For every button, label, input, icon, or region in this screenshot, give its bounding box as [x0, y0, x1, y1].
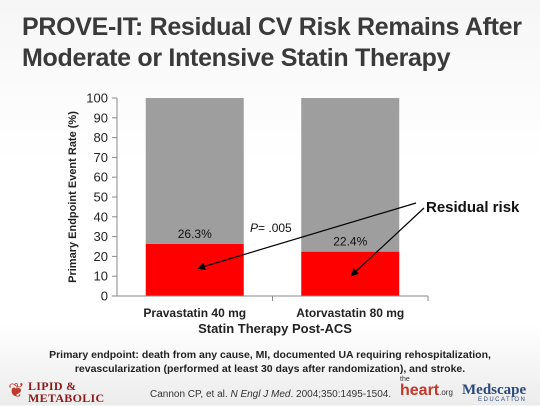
y-tick-label: 20: [94, 249, 108, 264]
flame-icon: ❦: [8, 380, 25, 402]
x-tick-label: Atorvastatin 80 mg: [296, 306, 404, 320]
y-tick-label: 100: [86, 91, 108, 106]
logo-medscape-main: Medscape: [462, 382, 527, 398]
citation-rest: . 2004;350:1495-1504.: [290, 389, 392, 400]
medscape-logo: Medscape EDUCATION: [462, 382, 527, 403]
logo-heart-prefix: the: [400, 376, 410, 383]
caption-line-1: Primary endpoint: death from any cause, …: [49, 349, 491, 361]
citation-authors: Cannon CP, et al.: [150, 389, 231, 400]
logo-heart-main: heart: [400, 382, 440, 399]
logo-medscape-sub: EDUCATION: [478, 397, 527, 403]
logo-heart-suffix: .org: [439, 388, 453, 397]
logo-lipid-line-2: METABOLIC: [28, 391, 105, 405]
y-tick-label: 80: [94, 130, 108, 145]
bar-event-rate: [301, 251, 400, 296]
x-axis-label: Statin Therapy Post-ACS: [198, 321, 352, 336]
bar-chart: 0 10 20 30 40 50 60 70 80 90 100 26.3% 22.4% Pravas…: [67, 91, 520, 337]
caption-line-2: revascularization (performed at least 30…: [74, 363, 466, 375]
y-axis: 0 10 20 30 40 50 60 70 80 90 100: [86, 91, 118, 304]
p-value-rest: = .005: [258, 221, 292, 235]
p-value-italic: P: [250, 221, 258, 235]
bar-event-rate: [145, 243, 244, 296]
bar-remaining: [301, 98, 400, 252]
title-line-1: PROVE-IT: Residual CV Risk Remains After: [22, 13, 522, 41]
y-axis-label: Primary Endpoint Event Rate (%): [67, 111, 79, 283]
lipid-metabolic-logo: ❦ LIPID & METABOLIC: [8, 378, 126, 405]
citation-journal: N Engl J Med: [230, 389, 291, 400]
y-tick-label: 10: [94, 269, 108, 284]
residual-risk-arrow-right: [350, 207, 425, 277]
p-value-annotation: P= .005: [250, 221, 292, 235]
y-tick-label: 0: [101, 289, 108, 304]
logo-lipid-line-1: LIPID &: [28, 379, 77, 393]
y-tick-label: 60: [94, 170, 108, 185]
y-tick-label: 40: [94, 209, 108, 224]
y-tick-label: 90: [94, 110, 108, 125]
citation: Cannon CP, et al. N Engl J Med. 2004;350…: [150, 389, 391, 400]
data-label: 22.4%: [333, 235, 367, 249]
bar-remaining: [145, 98, 244, 244]
theheart-logo: the heart.org: [400, 376, 453, 400]
endpoint-caption: Primary endpoint: death from any cause, …: [20, 348, 520, 376]
title-line-2: Moderate or Intensive Statin Therapy: [22, 44, 451, 72]
residual-risk-arrow-left: [197, 202, 417, 271]
y-tick-label: 30: [94, 229, 108, 244]
data-label: 26.3%: [178, 227, 212, 241]
x-axis: Pravastatin 40 mg Atorvastatin 80 mg: [117, 295, 429, 320]
bars: 26.3% 22.4%: [145, 98, 400, 296]
x-tick-label: Pravastatin 40 mg: [143, 306, 246, 320]
y-tick-label: 50: [94, 190, 108, 205]
slide-title: PROVE-IT: Residual CV Risk Remains After…: [22, 12, 522, 74]
y-tick-label: 70: [94, 150, 108, 165]
residual-risk-label: Residual risk: [426, 199, 520, 216]
